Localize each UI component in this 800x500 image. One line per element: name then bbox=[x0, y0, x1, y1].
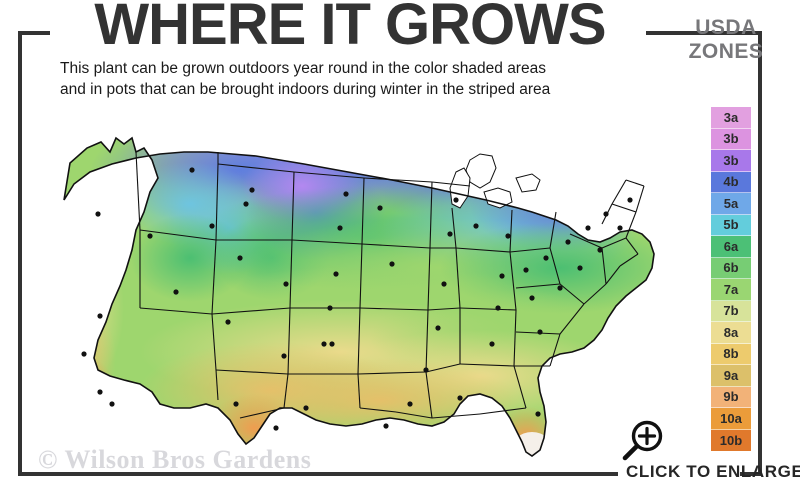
legend-zone-swatch: 9b bbox=[711, 386, 751, 408]
subtitle-line-2: and in pots that can be brought indoors … bbox=[60, 81, 551, 98]
legend-zone-swatch: 5b bbox=[711, 214, 751, 236]
legend-zone-label: 7a bbox=[723, 281, 739, 297]
legend-zone-label: 9b bbox=[723, 389, 739, 405]
legend-zone-label: 6a bbox=[723, 238, 739, 254]
legend-zone-swatch: 3b bbox=[711, 128, 751, 150]
legend-zone-swatch: 5a bbox=[711, 193, 751, 215]
legend-zone-label: 8a bbox=[723, 324, 739, 340]
legend-zone-swatch: 10a bbox=[711, 408, 751, 430]
country-outline bbox=[63, 136, 655, 457]
legend-zone-label: 3b bbox=[723, 131, 739, 147]
legend-zone-swatch: 6a bbox=[711, 236, 751, 258]
watermark-credit: © Wilson Bros Gardens bbox=[38, 445, 312, 474]
frame-border-left bbox=[18, 31, 22, 476]
legend-zone-swatch: 8a bbox=[711, 322, 751, 344]
legend-zone-swatch: 3b bbox=[711, 150, 751, 172]
subtitle-line-1: This plant can be grown outdoors year ro… bbox=[60, 60, 546, 77]
legend-zone-label: 10a bbox=[720, 410, 742, 426]
legend-zone-label: 7b bbox=[723, 303, 739, 319]
legend-heading-line-1: USDA bbox=[695, 16, 757, 39]
legend-zone-label: 8b bbox=[723, 346, 739, 362]
legend-zone-swatch: 8b bbox=[711, 343, 751, 365]
legend-zone-swatch: 3a bbox=[711, 107, 751, 129]
state-boundaries bbox=[135, 151, 645, 419]
legend-zone-swatch: 6b bbox=[711, 257, 751, 279]
page-title: WHERE IT GROWS bbox=[94, 0, 606, 57]
legend-zone-label: 5a bbox=[723, 195, 739, 211]
legend-zone-label: 3a bbox=[723, 109, 739, 125]
legend-zone-swatch: 7b bbox=[711, 300, 751, 322]
legend-zone-label: 6b bbox=[723, 260, 739, 276]
frame-border-top-left bbox=[18, 31, 50, 35]
legend-zone-label: 10b bbox=[719, 432, 743, 448]
frame-border-top-right bbox=[646, 31, 762, 35]
legend-zone-swatch: 7a bbox=[711, 279, 751, 301]
great-lakes bbox=[449, 153, 541, 209]
legend-heading: USDA ZONES bbox=[668, 16, 784, 64]
legend-zone-label: 5b bbox=[723, 217, 739, 233]
usda-zone-map[interactable] bbox=[40, 108, 670, 463]
subtitle-block: This plant can be grown outdoors year ro… bbox=[60, 58, 630, 100]
magnifier-plus-icon[interactable] bbox=[616, 418, 668, 464]
frame-border-bottom-left bbox=[18, 472, 618, 476]
map-zone-shading bbox=[64, 138, 654, 456]
legend-zone-swatch: 9a bbox=[711, 365, 751, 387]
legend-zone-list: 3a 3b 3b 4b 5a 5b 6a 6b 7a 7b 8a 8b 9a 9b 10a 10b bbox=[711, 107, 751, 451]
legend-zone-label: 9a bbox=[723, 367, 739, 383]
legend-zone-swatch: 4b bbox=[711, 171, 751, 193]
legend-heading-line-2: ZONES bbox=[688, 40, 764, 63]
frame-border-bottom-right bbox=[740, 472, 762, 476]
click-to-enlarge-label[interactable]: CLICK TO ENLARGE bbox=[626, 462, 800, 481]
frame-border-right bbox=[758, 31, 762, 476]
city-markers bbox=[81, 167, 633, 431]
legend-zone-label: 4b bbox=[723, 174, 739, 190]
legend-zone-swatch: 10b bbox=[711, 429, 751, 451]
legend-zone-label: 3b bbox=[723, 152, 739, 168]
